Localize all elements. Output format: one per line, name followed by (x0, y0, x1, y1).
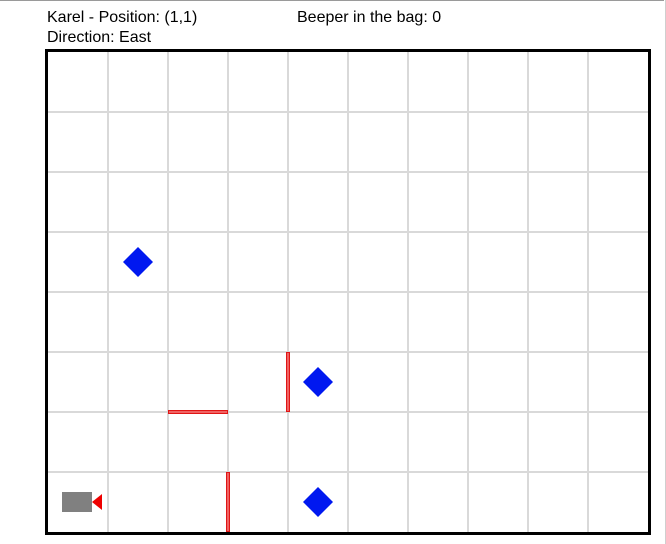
beeper-icon (123, 247, 153, 277)
beeper-icon (303, 487, 333, 517)
karel-world-grid (45, 49, 651, 535)
karel-direction-arrow-icon (92, 494, 102, 510)
karel-direction-label: Direction: East (47, 29, 152, 46)
karel-position-label: Karel - Position: (1,1) (47, 9, 198, 26)
window-top-edge (0, 0, 664, 1)
beeper-icon (303, 367, 333, 397)
karel-robot-icon (62, 492, 92, 512)
world-canvas (48, 52, 648, 532)
beeper-bag-label: Beeper in the bag: 0 (297, 9, 442, 26)
